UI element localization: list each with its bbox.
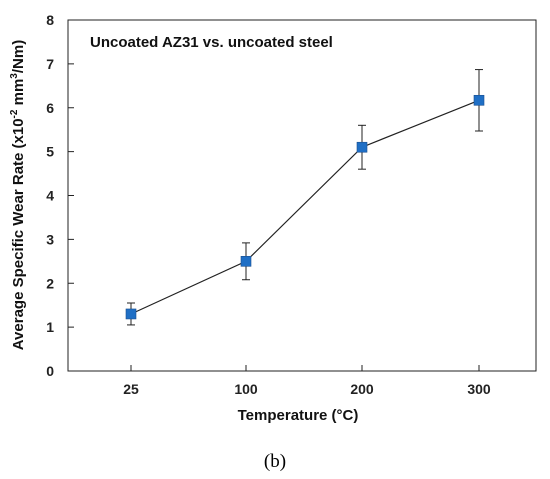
y-axis-title-end: /Nm) bbox=[10, 40, 27, 73]
y-axis-ticks: 0 1 2 3 4 5 6 7 8 bbox=[46, 12, 74, 379]
series-line bbox=[130, 99, 480, 315]
y-axis-title-exponent-1: -2 bbox=[9, 109, 20, 118]
x-tick-label: 25 bbox=[123, 381, 139, 397]
x-tick-label: 200 bbox=[350, 381, 374, 397]
y-tick-label: 1 bbox=[46, 319, 54, 335]
y-axis-title: Average Specific Wear Rate (x10-2 mm3/Nm… bbox=[9, 40, 27, 350]
y-tick-label: 7 bbox=[46, 56, 54, 72]
y-axis-title-exponent-2: 3 bbox=[9, 73, 20, 79]
y-axis-title-main: Average Specific Wear Rate (x10 bbox=[10, 118, 27, 350]
data-point-marker bbox=[473, 94, 485, 106]
plot-title: Uncoated AZ31 vs. uncoated steel bbox=[90, 34, 333, 51]
y-tick-label: 2 bbox=[46, 275, 54, 291]
data-series bbox=[125, 69, 485, 326]
y-tick-label: 3 bbox=[46, 231, 54, 247]
y-tick-label: 0 bbox=[46, 363, 54, 379]
x-axis-title: Temperature (°C) bbox=[238, 407, 359, 424]
data-point-marker bbox=[356, 141, 368, 153]
plot-frame bbox=[67, 19, 537, 372]
x-axis-ticks: 25 100 200 300 bbox=[123, 365, 491, 397]
panel-label: (b) bbox=[264, 451, 286, 472]
y-tick-label: 5 bbox=[46, 144, 54, 160]
y-tick-label: 4 bbox=[46, 188, 54, 204]
data-point-marker bbox=[125, 308, 137, 320]
data-point-marker bbox=[240, 256, 252, 267]
x-tick-label: 300 bbox=[467, 381, 491, 397]
y-tick-label: 6 bbox=[46, 100, 54, 116]
y-tick-label: 8 bbox=[46, 12, 54, 28]
y-axis-title-units: mm bbox=[10, 79, 27, 110]
x-tick-label: 100 bbox=[234, 381, 258, 397]
